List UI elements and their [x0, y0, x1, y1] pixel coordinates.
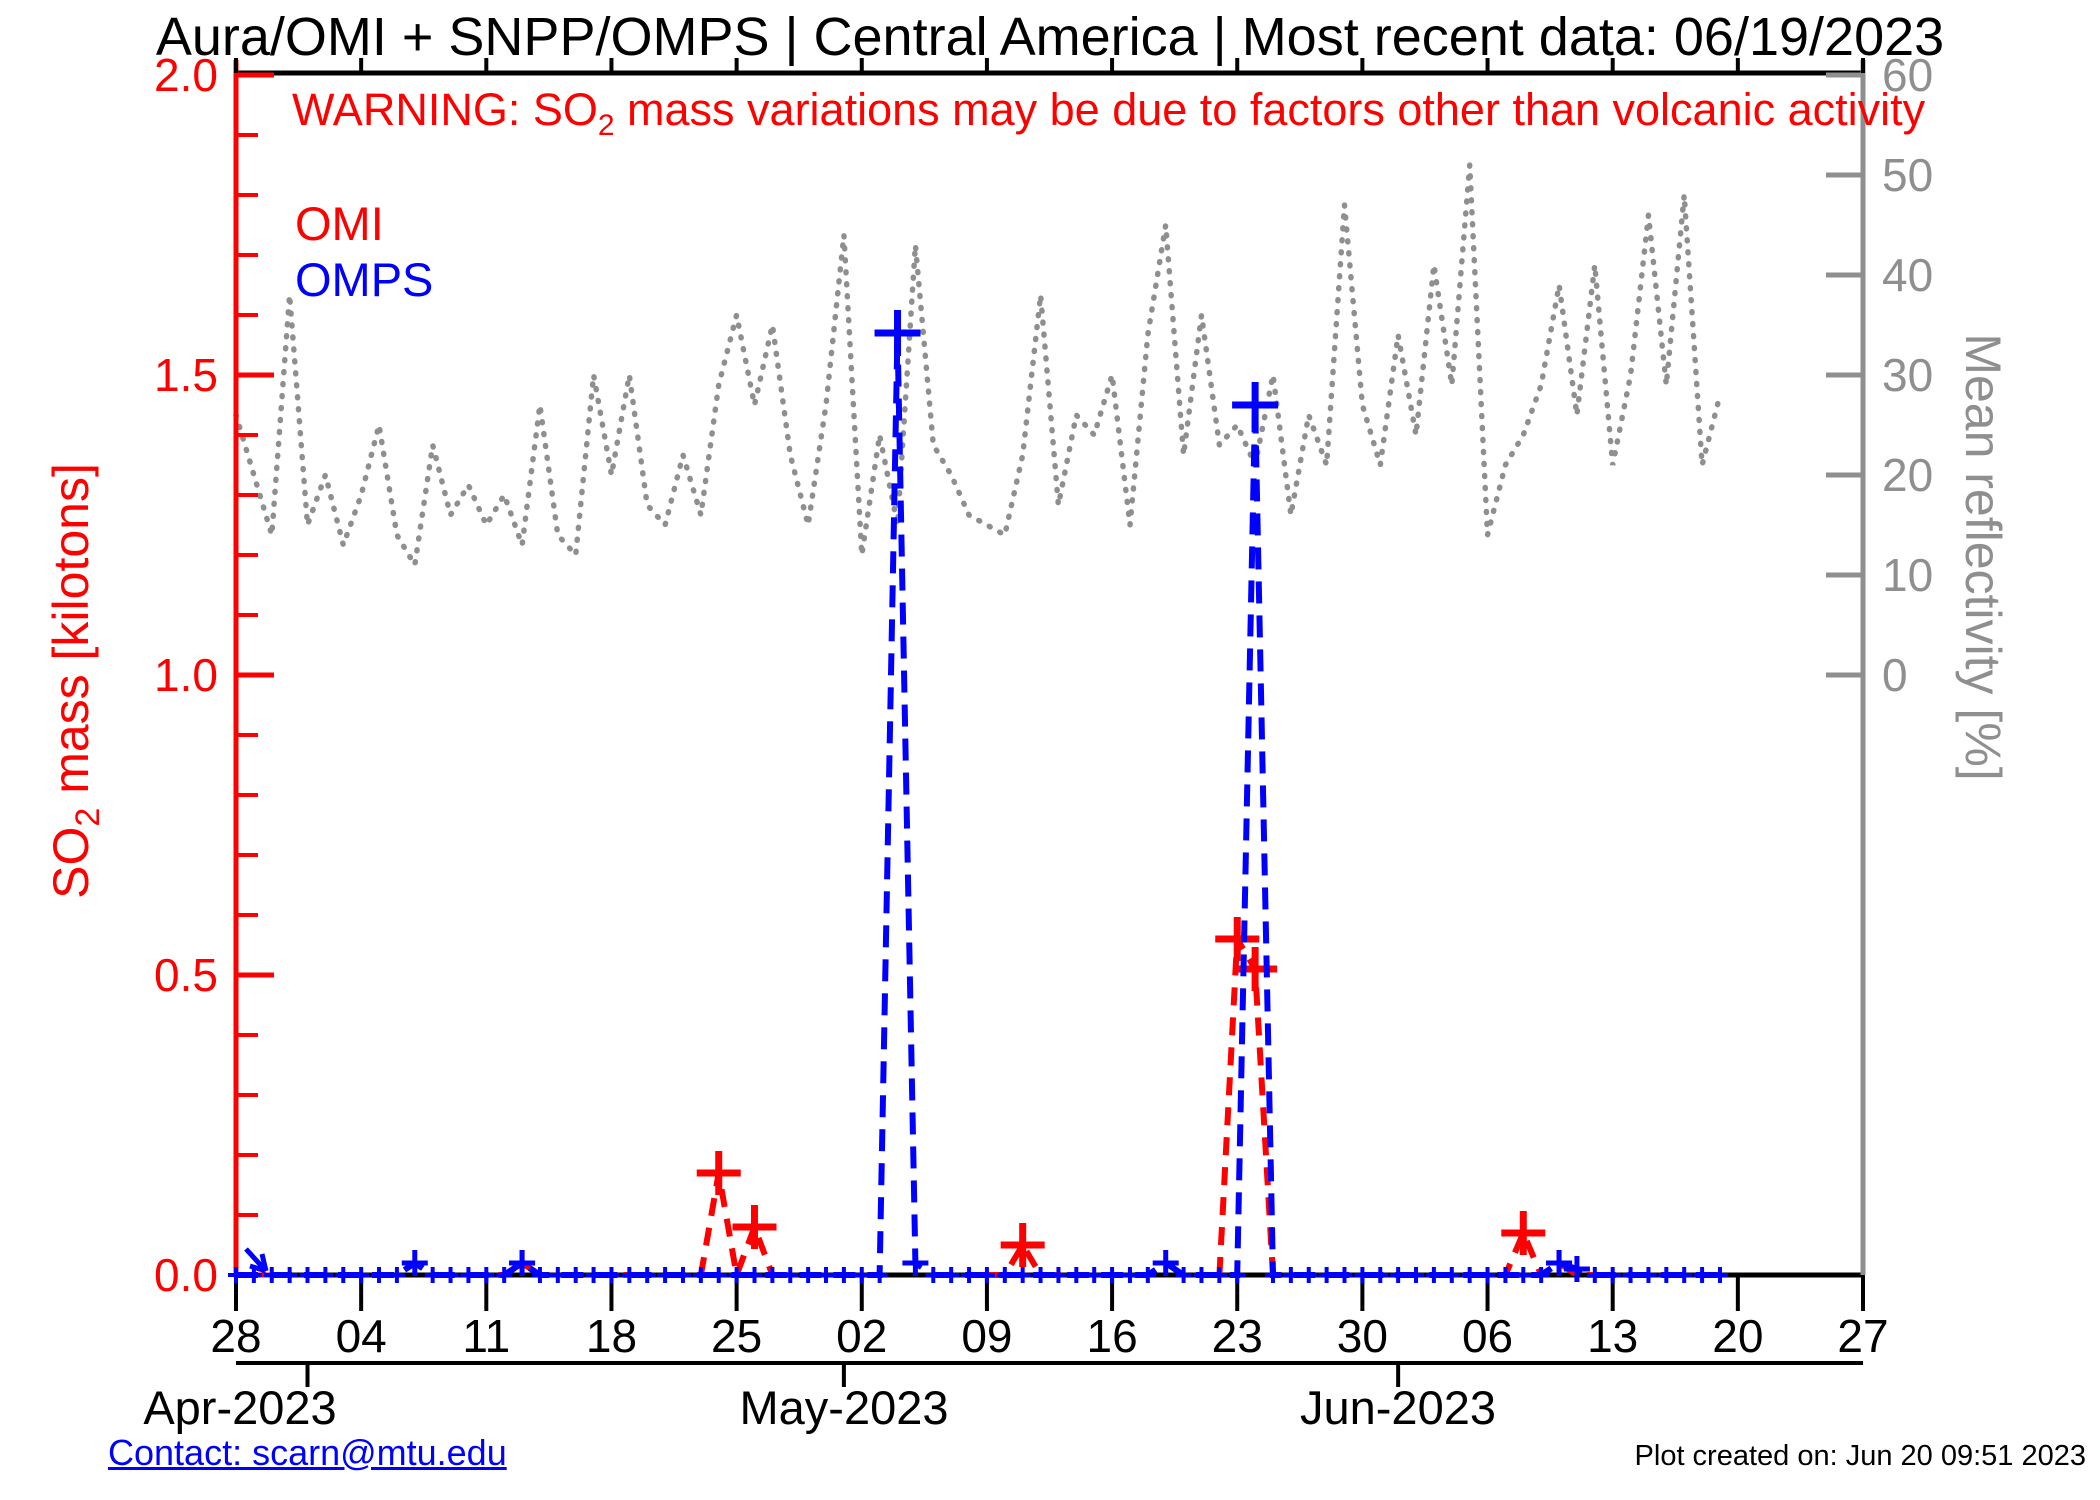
right-axis-title: Mean reflectivity [%] [1955, 333, 2011, 781]
omps-series-line [236, 332, 1720, 1278]
month-label: May-2023 [740, 1381, 949, 1434]
right-tick-label: 60 [1882, 49, 1933, 101]
x-tick-label: 04 [336, 1310, 387, 1362]
right-tick-label: 40 [1882, 249, 1933, 301]
legend-entry-omps: OMPS [295, 253, 434, 306]
x-tick-label: 23 [1212, 1310, 1263, 1362]
right-tick-label: 30 [1882, 349, 1933, 401]
warning-suffix: mass variations may be due to factors ot… [614, 84, 1926, 135]
left-tick-label: 0.0 [154, 1249, 218, 1301]
right-tick-label: 0 [1882, 649, 1908, 701]
x-tick-label: 02 [836, 1310, 887, 1362]
x-tick-label: 28 [210, 1310, 261, 1362]
right-tick-label: 10 [1882, 549, 1933, 601]
x-tick-label: 06 [1462, 1310, 1513, 1362]
left-tick-label: 1.0 [154, 649, 218, 701]
x-tick-label: 20 [1712, 1310, 1763, 1362]
contact-email-link[interactable]: Contact: scarn@mtu.edu [108, 1432, 507, 1473]
x-tick-label: 25 [711, 1310, 762, 1362]
x-tick-label: 16 [1086, 1310, 1137, 1362]
plot-created-timestamp: Plot created on: Jun 20 09:51 2023 [1634, 1440, 2086, 1472]
left-tick-label: 1.5 [154, 349, 218, 401]
omi-series-segment [986, 1239, 1077, 1278]
month-label: Apr-2023 [143, 1381, 336, 1434]
x-tick-label: 30 [1337, 1310, 1388, 1362]
left-tick-label: 0.5 [154, 949, 218, 1001]
chart-title: Aura/OMI + SNPP/OMPS | Central America |… [155, 7, 1945, 67]
left-axis-title: SO2 mass [kilotons] [43, 463, 107, 899]
left-tick-label: 2.0 [154, 49, 218, 101]
warning-prefix: WARNING: SO [292, 84, 598, 135]
right-tick-label: 20 [1882, 449, 1933, 501]
right-tick-label: 50 [1882, 149, 1933, 201]
omi-series-segment [1216, 928, 1276, 1276]
omi-series-segment [1469, 1225, 1595, 1280]
x-tick-label: 11 [462, 1310, 510, 1362]
legend-entry-omi: OMI [295, 197, 384, 250]
x-tick-label: 13 [1587, 1310, 1638, 1362]
warning-text: WARNING: SO2 mass variations may be due … [292, 84, 1925, 143]
x-tick-label: 27 [1837, 1310, 1888, 1362]
reflectivity-series-line [233, 164, 1723, 574]
x-tick-label: 09 [961, 1310, 1012, 1362]
month-label: Jun-2023 [1300, 1381, 1496, 1434]
x-tick-label: 18 [586, 1310, 637, 1362]
omps-start-arrow [244, 1247, 269, 1274]
warning-subscript: 2 [597, 109, 615, 142]
